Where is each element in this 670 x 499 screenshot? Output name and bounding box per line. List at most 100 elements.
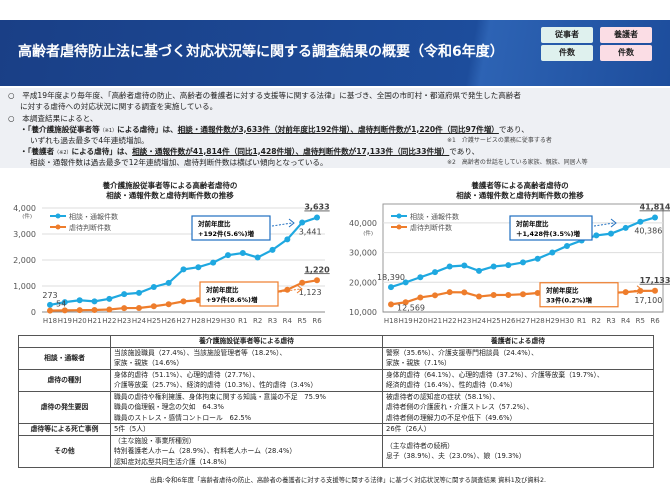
table-row: その他 （主な施設・事業所種別） 特別養護老人ホーム（28.9%）、有料老人ホーム（… [18,434,654,468]
x-tick-label: H22 [443,317,457,325]
x-tick-label: H23 [457,317,471,325]
data-label: 3,633 [304,203,329,212]
x-tick-label: H30 [560,317,574,325]
x-tick-label: R1 [238,317,247,325]
data-point [446,289,453,296]
data-point [652,214,658,221]
x-tick-label: R4 [283,317,293,325]
row-label: 虐待の種別 [18,368,111,392]
data-point [388,284,394,291]
data-point [106,306,113,313]
row-label: 相談・通報者 [18,346,111,370]
y-tick-label: 10,000 [349,308,377,317]
data-point [61,299,68,306]
data-point [47,301,53,308]
x-tick-label: H25 [147,317,161,325]
x-tick-label: H25 [487,317,501,325]
x-tick-label: H18 [43,317,57,325]
data-point [549,249,556,256]
x-tick-label: H29 [545,317,559,325]
data-point [432,292,438,299]
data-point [91,307,98,314]
data-point [461,289,468,296]
source-note: 出典:令和6年度「高齢者虐待の防止、高齢者の養護者に対する支援等に関する法律」に… [150,477,546,484]
x-tick-label: H28 [531,317,545,325]
x-tick-label: H29 [206,317,220,325]
data-point [47,307,53,314]
legend-marker [396,224,402,230]
annotation-text: 33件(0.2%)増 [546,296,593,305]
x-tick-label: H19 [399,317,413,325]
data-point [150,303,157,310]
x-tick-label: R3 [268,317,277,325]
x-tick-label: H21 [87,317,101,325]
data-point [476,267,482,274]
bullet-1: ・「養介護施設従事者等（※1）による虐待」は、相談・通報件数が3,633件（対前… [20,124,529,134]
data-point [534,290,541,297]
annotation-box [199,281,279,307]
annotation-box [539,282,619,308]
data-point [165,279,172,286]
table-row: 相談・通報者 当該施設職員（27.4%）、当該施設管理者等（18.2%）、 家族・親… [18,346,654,370]
data-point [284,236,291,243]
chart2-title: 養護者等による高齢者虐待の 相談・通報件数と虐待判断件数の推移 [456,181,584,200]
data-point [432,269,438,276]
arrow-head-icon [610,218,617,228]
intro-section: ○ 平成19年度より毎年度、「高齢者虐待の防止、高齢者の養護者に対する支援等に関… [0,88,670,168]
data-label: 1,123 [299,288,322,297]
x-tick-label: H22 [102,317,116,325]
x-tick-label: H27 [516,317,530,325]
x-tick-label: H26 [501,317,516,325]
table-row: 虐待の種別 身体的虐待（51.1%）、心理的虐待（27.7%）、 介護等放棄（25.… [18,368,654,392]
data-point [593,232,600,239]
data-point [490,263,497,270]
page-title: 高齢者虐待防止法に基づく対応状況等に関する調査結果の概要（令和6年度） [18,44,504,60]
y-tick-label: 3,000 [13,230,36,239]
arrow-head-icon [288,218,295,228]
data-point [76,297,83,304]
table-row: 虐待の発生要因 職員の虐待や権利擁護、身体拘束に関する知識・意識の不足 75.9%… [18,390,654,424]
data-point [505,291,512,298]
data-point [136,289,142,296]
x-tick-label: H28 [191,317,205,325]
x-tick-label: H18 [384,317,398,325]
legend-marker [55,213,61,219]
data-point [388,301,394,308]
data-point [402,299,409,306]
x-tick-label: R5 [636,317,645,325]
y-axis-unit: (件) [22,212,32,220]
legend-label: 相談・通報件数 [69,212,118,221]
annotation-box [191,215,271,241]
data-point [121,305,128,312]
y-tick-label: 30,000 [349,249,377,258]
data-point [61,307,68,314]
data-point [254,254,261,261]
annotation-text: 対前年度比 [205,285,239,294]
annotation-text: +97件(8.6%)増 [206,295,258,304]
x-tick-label: H26 [162,317,177,325]
x-tick-label: H24 [472,317,487,325]
facility-cell: 当該施設職員（27.4%）、当該施設管理者等（18.2%）、 家族・親族（14.6… [110,346,383,370]
facility-cell: （主な施設・事業所種別） 特別養護老人ホーム（28.9%）、有料老人ホーム（28.… [110,434,383,468]
data-point [564,242,570,249]
data-point [622,289,629,296]
table-header-caregiver: 養護者による虐待 [382,335,654,348]
data-point [520,259,526,266]
note-1: ※1 介護サービスの業務に従事する者 [447,137,552,144]
y-tick-label: 4,000 [13,204,36,213]
data-point [314,214,320,221]
annotation-text: +192件(5.6%)増 [198,229,254,238]
facility-cell: 5件（5人） [110,423,383,436]
data-point [150,283,157,290]
data-point [284,286,291,293]
intro-p1b: に対する虐待への対応状況に関する調査を実施している。 [20,101,218,111]
x-tick-label: R3 [606,317,615,325]
data-point [76,307,83,314]
x-tick-label: R6 [312,317,322,325]
y-tick-label: 40,000 [349,219,377,228]
data-label: 1,220 [304,265,330,274]
badge-caregiver-count: 件数 [600,45,652,61]
x-tick-label: H30 [221,317,235,325]
data-label: 12,569 [397,303,425,312]
